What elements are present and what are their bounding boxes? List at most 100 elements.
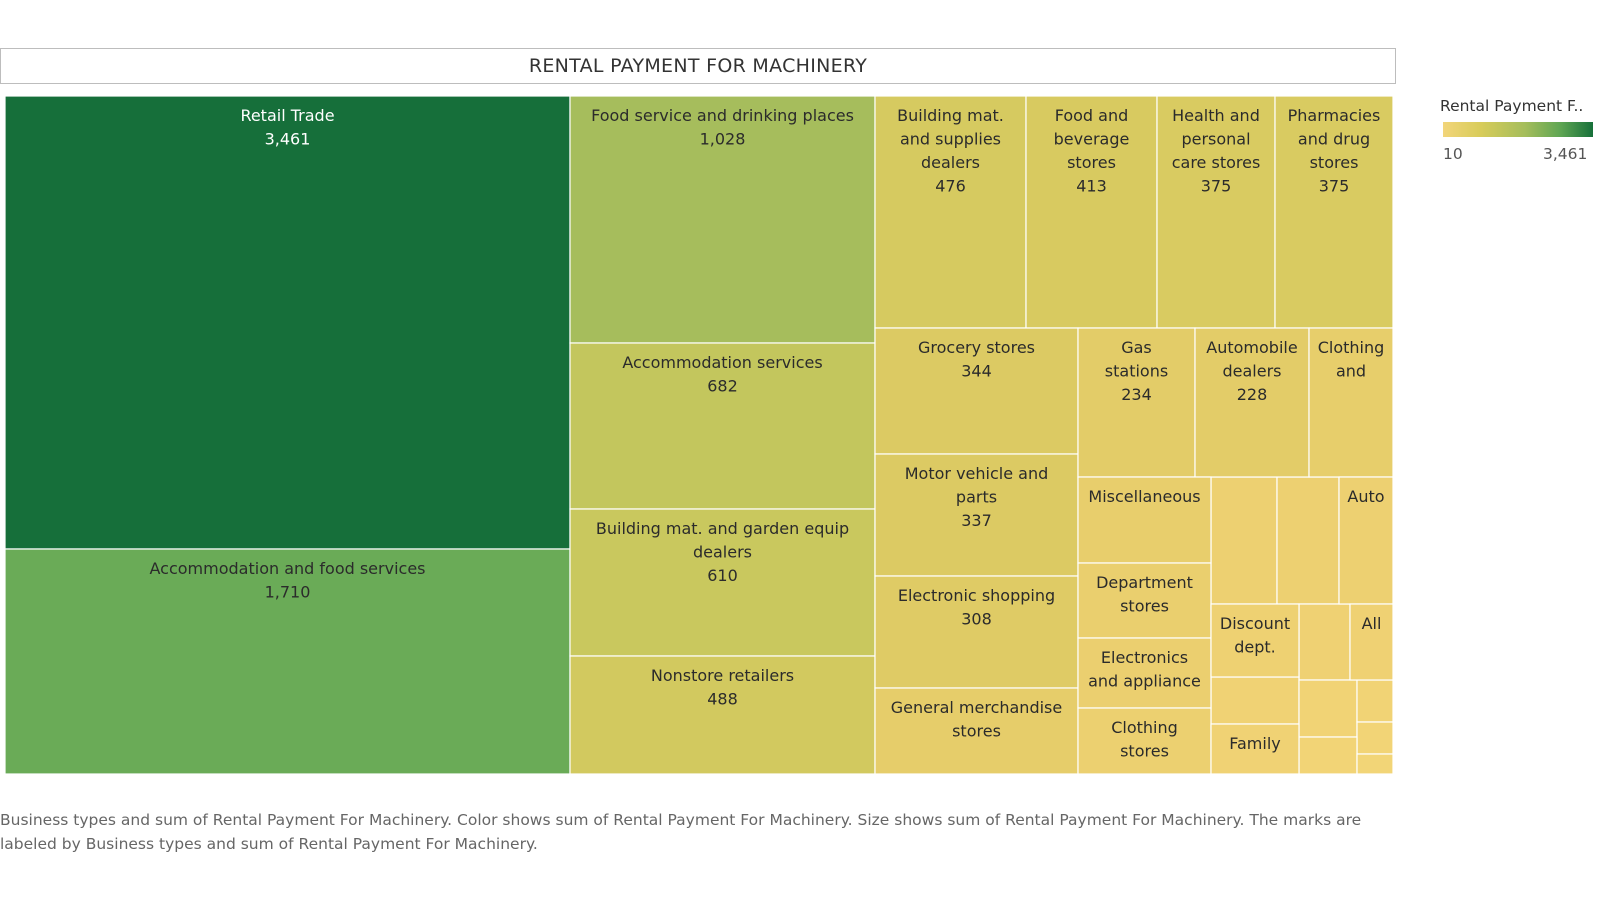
chart-title: RENTAL PAYMENT FOR MACHINERY xyxy=(0,48,1396,84)
treemap-cell-label: Retail Trade xyxy=(240,106,334,125)
treemap-cell-rect[interactable] xyxy=(1077,476,1212,564)
treemap-cell[interactable]: Family xyxy=(1210,723,1300,775)
treemap-cell-rect[interactable] xyxy=(569,342,876,510)
treemap-cell[interactable]: Building mat. and supplies dealers 476 xyxy=(874,95,1027,329)
treemap-cell[interactable]: Nonstore retailers 488 xyxy=(569,655,876,775)
treemap-cell[interactable]: Pharmacies and drug stores 375 xyxy=(1274,95,1394,329)
treemap-cell[interactable]: Building mat. and garden equip dealers 610 xyxy=(569,508,876,657)
treemap-cell[interactable]: Miscellaneous xyxy=(1077,476,1212,564)
treemap-cell-label: Miscellaneous xyxy=(1088,487,1200,506)
treemap-cell-value: 488 xyxy=(707,690,738,709)
treemap-cell[interactable]: Clothing and xyxy=(1308,327,1394,478)
treemap-cell-rect[interactable] xyxy=(569,95,876,344)
treemap-cell-label: Gas stations xyxy=(1105,338,1168,381)
treemap-cell[interactable]: Health and personal care stores 375 xyxy=(1156,95,1276,329)
treemap-cell-rect[interactable] xyxy=(874,575,1079,689)
treemap-cell-unlabeled[interactable] xyxy=(1276,476,1340,605)
treemap-cell[interactable]: Food service and drinking places 1,028 xyxy=(569,95,876,344)
treemap-cell[interactable]: Food and beverage stores 413 xyxy=(1025,95,1158,329)
treemap-cell[interactable]: Motor vehicle and parts 337 xyxy=(874,453,1079,577)
treemap-cell-label: Accommodation and food services xyxy=(150,559,426,578)
treemap-cell[interactable]: Accommodation services 682 xyxy=(569,342,876,510)
treemap-cell-unlabeled[interactable] xyxy=(1210,676,1300,725)
treemap-cell-rect[interactable] xyxy=(1025,95,1158,329)
treemap-cell-unlabeled[interactable] xyxy=(1210,476,1278,605)
treemap-cell-label: Pharmacies and drug stores xyxy=(1288,106,1381,172)
treemap-cell-value: 375 xyxy=(1201,177,1232,196)
treemap-cell[interactable]: Grocery stores 344 xyxy=(874,327,1079,455)
treemap-cell-unlabeled[interactable] xyxy=(1298,679,1358,738)
legend-title: Rental Payment F.. xyxy=(1440,97,1584,115)
treemap-cell-value: 476 xyxy=(935,177,966,196)
treemap-cell-rect[interactable] xyxy=(4,95,571,550)
treemap-cell-label: Department stores xyxy=(1096,573,1193,616)
treemap-cell-unlabeled[interactable] xyxy=(1356,753,1394,775)
treemap-cell-value: 413 xyxy=(1076,177,1107,196)
treemap-cell-rect[interactable] xyxy=(1194,327,1310,478)
treemap-cell-value: 228 xyxy=(1237,385,1268,404)
treemap-cell-label: Accommodation services xyxy=(622,353,822,372)
treemap-cell-label: Electronics and appliance xyxy=(1088,648,1201,691)
treemap-cell-label: Motor vehicle and parts xyxy=(905,464,1049,507)
treemap-cell-rect[interactable] xyxy=(1077,327,1196,478)
treemap-cell-label: Discount dept. xyxy=(1220,614,1290,657)
treemap-cell-label: Health and personal care stores xyxy=(1172,106,1261,172)
treemap-cell[interactable]: Electronic shopping 308 xyxy=(874,575,1079,689)
treemap-cell-label: Clothing and xyxy=(1318,338,1385,381)
treemap-cell-label: Building mat. and supplies dealers xyxy=(897,106,1004,172)
treemap-cell[interactable]: Automobile dealers 228 xyxy=(1194,327,1310,478)
treemap-cell-unlabeled[interactable] xyxy=(1356,721,1394,755)
treemap-cell-label: Food and beverage stores xyxy=(1054,106,1130,172)
chart-caption: Business types and sum of Rental Payment… xyxy=(0,811,1362,853)
treemap-cell-value: 308 xyxy=(961,610,992,629)
treemap-cell-rect[interactable] xyxy=(874,687,1079,775)
treemap-cell[interactable]: Department stores xyxy=(1077,562,1212,639)
treemap-cell[interactable]: Clothing stores xyxy=(1077,707,1212,775)
treemap-cell-rect[interactable] xyxy=(1210,723,1300,775)
treemap-cell-rect[interactable] xyxy=(874,95,1027,329)
treemap-cell-label: Building mat. and garden equip dealers xyxy=(596,519,849,562)
treemap-cell-value: 337 xyxy=(961,511,992,530)
treemap-cell-label: Food service and drinking places xyxy=(591,106,854,125)
treemap-cell-value: 234 xyxy=(1121,385,1152,404)
treemap-cell-rect[interactable] xyxy=(1274,95,1394,329)
treemap-cell-rect[interactable] xyxy=(1308,327,1394,478)
treemap-cell-unlabeled[interactable] xyxy=(1356,679,1394,723)
legend-max-label: 3,461 xyxy=(1543,145,1588,163)
treemap-cell-value: 3,461 xyxy=(265,130,311,149)
treemap-cell-value: 344 xyxy=(961,362,992,381)
legend-min-label: 10 xyxy=(1443,145,1463,163)
treemap-cell-unlabeled[interactable] xyxy=(1298,603,1351,681)
legend-color-ramp xyxy=(1443,122,1593,137)
treemap-cell-rect[interactable] xyxy=(4,548,571,775)
treemap-cell-label: Auto xyxy=(1347,487,1384,506)
treemap-cell-label: Clothing stores xyxy=(1111,718,1178,761)
treemap-cell-rect[interactable] xyxy=(1156,95,1276,329)
treemap-cell-value: 1,710 xyxy=(265,583,311,602)
treemap-cell[interactable]: Electronics and appliance xyxy=(1077,637,1212,709)
treemap-cell[interactable]: Retail Trade 3,461 xyxy=(4,95,571,550)
treemap-cell-rect[interactable] xyxy=(569,508,876,657)
treemap-cell-rect[interactable] xyxy=(1338,476,1394,605)
treemap-cell-rect[interactable] xyxy=(874,327,1079,455)
treemap-cell-rect[interactable] xyxy=(1210,603,1300,678)
treemap-cell-label: Nonstore retailers xyxy=(651,666,794,685)
treemap-cell-label: Family xyxy=(1229,734,1280,753)
treemap-cell-value: 1,028 xyxy=(700,130,746,149)
treemap-cell-value: 610 xyxy=(707,566,738,585)
treemap-cell-unlabeled[interactable] xyxy=(1298,736,1358,775)
treemap-cell-rect[interactable] xyxy=(569,655,876,775)
treemap-cell-rect[interactable] xyxy=(1349,603,1394,681)
treemap-cell-label: Automobile dealers xyxy=(1206,338,1297,381)
treemap-cell-value: 375 xyxy=(1319,177,1350,196)
treemap-cell-label: All xyxy=(1362,614,1382,633)
treemap-cell[interactable]: General merchandise stores xyxy=(874,687,1079,775)
treemap-cell[interactable]: All xyxy=(1349,603,1394,681)
treemap-cell-rect[interactable] xyxy=(1077,562,1212,639)
treemap-cell[interactable]: Auto xyxy=(1338,476,1394,605)
treemap-cell-rect[interactable] xyxy=(1077,707,1212,775)
treemap-cell[interactable]: Gas stations 234 xyxy=(1077,327,1196,478)
treemap-cell[interactable]: Accommodation and food services 1,710 xyxy=(4,548,571,775)
treemap-cell[interactable]: Discount dept. xyxy=(1210,603,1300,678)
treemap-cell-label: Electronic shopping xyxy=(898,586,1055,605)
